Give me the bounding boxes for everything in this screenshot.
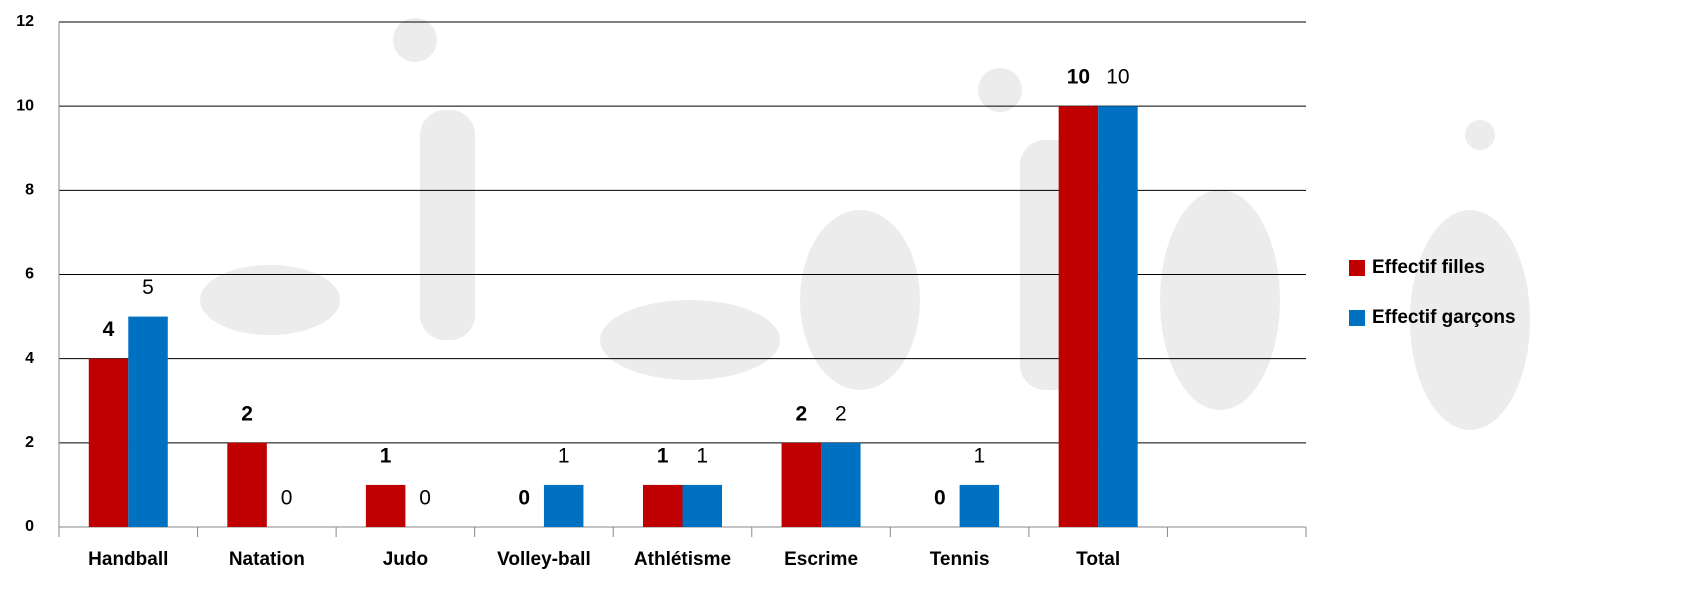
y-tick-label: 4 [25,350,34,367]
data-label: 10 [1106,66,1129,89]
data-label: 0 [518,487,530,510]
bar [365,484,406,527]
data-label: 0 [281,487,293,510]
bar [227,442,267,527]
x-tick-label: Judo [383,549,428,570]
data-label: 1 [558,444,570,467]
bar [1058,106,1099,528]
bar [643,484,683,527]
y-tick-label: 2 [25,434,34,451]
data-label: 0 [419,487,431,510]
bar [543,484,584,527]
data-label: 1 [657,444,669,467]
bar [88,358,129,527]
data-label: 5 [142,276,154,299]
bar [682,484,722,527]
x-tick-label: Total [1076,549,1120,570]
data-label: 1 [696,444,708,467]
data-label: 2 [835,402,847,425]
x-tick-label: Tennis [930,549,990,570]
x-tick-label: Volley-ball [497,549,591,570]
bar [1098,106,1138,528]
bar [821,442,861,527]
legend-label: Effectif filles [1372,257,1485,278]
data-label: 1 [974,444,986,467]
bar [781,442,822,527]
legend-swatch [1349,260,1365,276]
data-label: 2 [241,402,253,425]
y-tick-label: 8 [25,182,34,199]
data-label: 4 [103,318,115,341]
x-tick-label: Athlétisme [634,549,731,570]
data-label: 10 [1067,66,1090,89]
data-label: 0 [934,487,946,510]
bar [959,484,1000,527]
data-label: 1 [380,444,392,467]
y-tick-label: 12 [16,13,34,30]
y-tick-label: 0 [25,518,34,535]
bar [128,316,168,527]
x-tick-label: Natation [229,549,305,570]
legend-swatch [1349,310,1365,326]
x-tick-label: Handball [88,549,168,570]
data-label: 2 [795,402,807,425]
y-tick-label: 10 [16,97,34,114]
legend-label: Effectif garçons [1372,307,1516,328]
background-silhouettes [200,18,1530,430]
y-tick-label: 6 [25,266,34,283]
x-tick-label: Escrime [784,549,858,570]
